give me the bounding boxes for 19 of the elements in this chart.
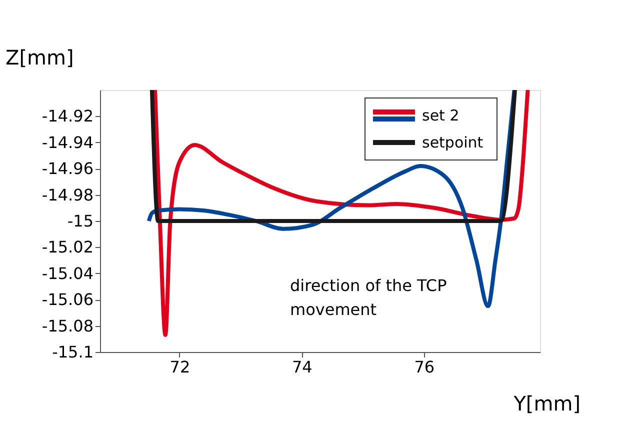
x-tick-label: 74 — [292, 358, 312, 376]
y-tick-label: -14.92 — [42, 106, 94, 126]
legend-label: set 2 — [422, 106, 460, 124]
y-axis-title: Z[mm] — [6, 46, 74, 70]
x-tick-label: 76 — [414, 358, 435, 376]
y-tick-label: -15 — [67, 212, 94, 230]
y-tick-label: -15.06 — [42, 290, 94, 310]
legend-label: setpoint — [422, 134, 484, 152]
y-tick-label: -14.98 — [42, 185, 94, 204]
y-tick-label: -15.04 — [42, 264, 94, 283]
annotation: direction of the TCP movement — [290, 276, 448, 319]
y-tick-label: -15.02 — [42, 238, 94, 257]
x-tick-label: 72 — [170, 358, 190, 376]
y-tick-label: -15.08 — [42, 316, 94, 336]
y-tick-label: -15.1 — [52, 342, 94, 362]
line-series — [153, 90, 530, 337]
x-axis-title: Y[mm] — [512, 392, 580, 416]
y-tick-label: -14.94 — [42, 132, 94, 152]
y-tick-label: -14.96 — [42, 159, 94, 178]
